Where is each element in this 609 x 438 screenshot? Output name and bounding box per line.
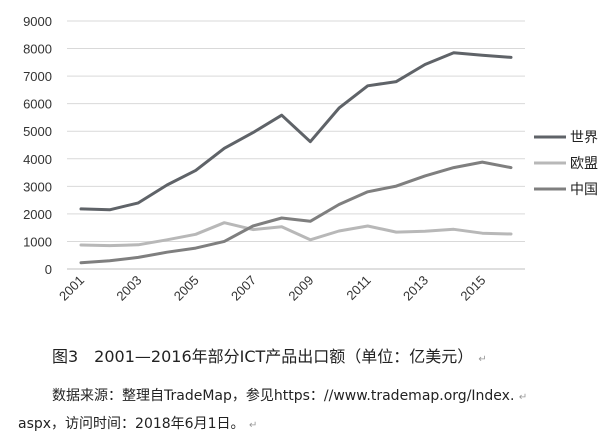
data-source-text: 数据来源：整理自TradeMap，参见https：//www.trademap.… [52, 388, 515, 404]
legend-label: 世界 [570, 130, 598, 146]
figure-caption-text: 图3 2001—2016年部分ICT产品出口额（单位：亿美元） [52, 347, 474, 366]
data-source-line-2: aspx，访问时间：2018年6月1日。 ↵ [18, 413, 257, 433]
y-tick-label: 9000 [23, 14, 52, 29]
series-lines [79, 51, 513, 265]
y-tick-label: 0 [45, 262, 52, 277]
x-tick-label: 2013 [400, 273, 431, 304]
legend-label: 中国 [570, 182, 598, 198]
paragraph-mark: ↵ [478, 354, 487, 365]
figure-caption: 图3 2001—2016年部分ICT产品出口额（单位：亿美元） ↵ [52, 343, 607, 367]
y-axis: 0 1000 2000 3000 4000 5000 6000 7000 8000 9000 [23, 14, 52, 277]
gridlines [67, 20, 525, 270]
legend-label: 欧盟 [570, 156, 598, 172]
x-tick-label: 2011 [343, 273, 373, 303]
x-tick-label: 2015 [457, 273, 488, 304]
y-tick-label: 3000 [23, 179, 52, 194]
series-line [79, 221, 513, 248]
x-tick-label: 2001 [56, 273, 87, 304]
x-tick-label: 2007 [228, 273, 259, 304]
y-tick-label: 8000 [23, 42, 52, 57]
access-date-text: aspx，访问时间：2018年6月1日。 [18, 416, 245, 432]
x-axis: 2001 2003 2005 2007 2009 2011 2013 2015 [56, 268, 525, 304]
data-source-line-1: 数据来源：整理自TradeMap，参见https：//www.trademap.… [52, 385, 527, 405]
paragraph-mark: ↵ [248, 420, 258, 431]
y-tick-label: 6000 [23, 97, 52, 112]
paragraph-mark: ↵ [518, 392, 528, 403]
series-line [79, 51, 513, 212]
x-tick-label: 2009 [285, 273, 316, 304]
x-tick-label: 2005 [171, 273, 202, 304]
x-tick-label: 2003 [113, 273, 144, 304]
series-line [79, 160, 513, 265]
y-tick-label: 1000 [23, 234, 52, 249]
y-tick-label: 7000 [23, 69, 52, 84]
y-tick-label: 4000 [23, 152, 52, 167]
line-chart: 0 1000 2000 3000 4000 5000 6000 7000 8000 9000 20… [23, 14, 598, 304]
y-tick-label: 5000 [23, 124, 52, 139]
y-tick-label: 2000 [23, 207, 52, 222]
